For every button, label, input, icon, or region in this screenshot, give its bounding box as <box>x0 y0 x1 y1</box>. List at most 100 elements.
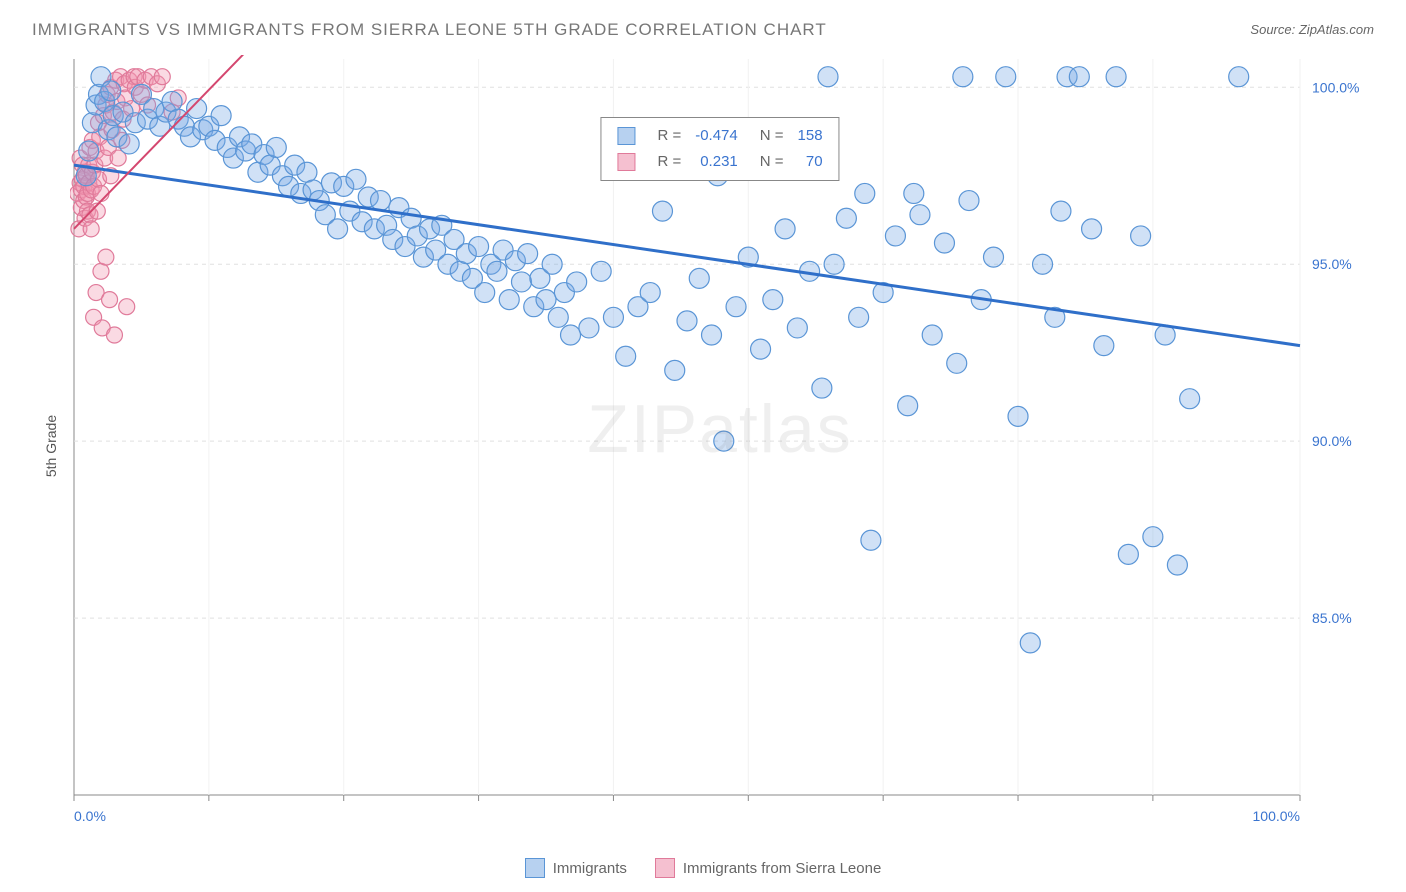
point-immigrants <box>1082 219 1102 239</box>
point-immigrants <box>548 307 568 327</box>
point-immigrants <box>904 183 924 203</box>
point-sierra-leone <box>154 69 170 85</box>
point-immigrants <box>536 290 556 310</box>
r-label: R = <box>651 150 687 174</box>
point-immigrants <box>714 431 734 451</box>
y-tick-label: 95.0% <box>1312 256 1352 272</box>
point-immigrants <box>162 91 182 111</box>
chart-title: IMMIGRANTS VS IMMIGRANTS FROM SIERRA LEO… <box>32 20 827 39</box>
point-immigrants <box>1008 406 1028 426</box>
chart-header: IMMIGRANTS VS IMMIGRANTS FROM SIERRA LEO… <box>32 20 1374 48</box>
point-immigrants <box>542 254 562 274</box>
point-sierra-leone <box>98 249 114 265</box>
point-immigrants <box>499 290 519 310</box>
r-value: -0.474 <box>689 124 744 148</box>
point-immigrants <box>922 325 942 345</box>
point-immigrants <box>101 81 121 101</box>
point-immigrants <box>677 311 697 331</box>
correlation-legend: R =-0.474N =158R =0.231N =70 <box>600 117 839 181</box>
point-immigrants <box>1229 67 1249 87</box>
point-immigrants <box>297 162 317 182</box>
point-immigrants <box>640 283 660 303</box>
legend-swatch <box>617 153 635 171</box>
r-value: 0.231 <box>689 150 744 174</box>
source-attribution: Source: ZipAtlas.com <box>1250 22 1374 37</box>
point-immigrants <box>787 318 807 338</box>
point-sierra-leone <box>106 327 122 343</box>
chart-area: 85.0%90.0%95.0%100.0%0.0%100.0% ZIPatlas… <box>70 55 1370 835</box>
x-tick-label: 0.0% <box>74 808 106 824</box>
point-immigrants <box>1106 67 1126 87</box>
legend-swatch <box>655 858 675 878</box>
point-immigrants <box>591 261 611 281</box>
y-tick-label: 85.0% <box>1312 610 1352 626</box>
point-immigrants <box>1118 544 1138 564</box>
point-immigrants <box>561 325 581 345</box>
point-immigrants <box>855 183 875 203</box>
point-immigrants <box>984 247 1004 267</box>
point-immigrants <box>518 244 538 264</box>
point-immigrants <box>959 191 979 211</box>
point-immigrants <box>266 137 286 157</box>
point-immigrants <box>1143 527 1163 547</box>
point-sierra-leone <box>93 185 109 201</box>
point-immigrants <box>1020 633 1040 653</box>
point-immigrants <box>616 346 636 366</box>
point-immigrants <box>861 530 881 550</box>
point-immigrants <box>79 141 99 161</box>
source-value: ZipAtlas.com <box>1299 22 1374 37</box>
n-label: N = <box>746 124 790 148</box>
point-immigrants <box>775 219 795 239</box>
point-immigrants <box>836 208 856 228</box>
legend-item: Immigrants <box>525 858 627 878</box>
point-immigrants <box>469 237 489 257</box>
point-immigrants <box>603 307 623 327</box>
point-immigrants <box>1167 555 1187 575</box>
point-immigrants <box>910 205 930 225</box>
point-immigrants <box>898 396 918 416</box>
correlation-row: R =-0.474N =158 <box>611 124 828 148</box>
point-immigrants <box>511 272 531 292</box>
point-immigrants <box>996 67 1016 87</box>
point-immigrants <box>763 290 783 310</box>
point-immigrants <box>689 268 709 288</box>
point-immigrants <box>702 325 722 345</box>
point-immigrants <box>947 353 967 373</box>
legend-swatch <box>525 858 545 878</box>
point-immigrants <box>371 191 391 211</box>
legend-label: Immigrants <box>553 860 627 877</box>
point-immigrants <box>211 106 231 126</box>
legend-swatch <box>617 127 635 145</box>
point-immigrants <box>487 261 507 281</box>
point-immigrants <box>751 339 771 359</box>
point-sierra-leone <box>102 292 118 308</box>
source-label: Source: <box>1250 22 1295 37</box>
point-immigrants <box>934 233 954 253</box>
y-tick-label: 100.0% <box>1312 79 1359 95</box>
point-immigrants <box>1131 226 1151 246</box>
point-immigrants <box>726 297 746 317</box>
point-immigrants <box>1069 67 1089 87</box>
y-tick-label: 90.0% <box>1312 433 1352 449</box>
y-axis-label: 5th Grade <box>43 415 59 477</box>
r-label: R = <box>651 124 687 148</box>
point-immigrants <box>1051 201 1071 221</box>
legend-item: Immigrants from Sierra Leone <box>655 858 881 878</box>
bottom-legend: Immigrants Immigrants from Sierra Leone <box>0 858 1406 882</box>
x-tick-label: 100.0% <box>1253 808 1300 824</box>
point-immigrants <box>401 208 421 228</box>
correlation-row: R =0.231N =70 <box>611 150 828 174</box>
point-immigrants <box>652 201 672 221</box>
legend-label: Immigrants from Sierra Leone <box>683 860 881 877</box>
n-value: 70 <box>792 150 829 174</box>
point-immigrants <box>579 318 599 338</box>
point-immigrants <box>567 272 587 292</box>
point-immigrants <box>849 307 869 327</box>
point-immigrants <box>824 254 844 274</box>
point-immigrants <box>812 378 832 398</box>
point-sierra-leone <box>119 299 135 315</box>
n-label: N = <box>746 150 790 174</box>
point-immigrants <box>475 283 495 303</box>
point-immigrants <box>328 219 348 239</box>
n-value: 158 <box>792 124 829 148</box>
